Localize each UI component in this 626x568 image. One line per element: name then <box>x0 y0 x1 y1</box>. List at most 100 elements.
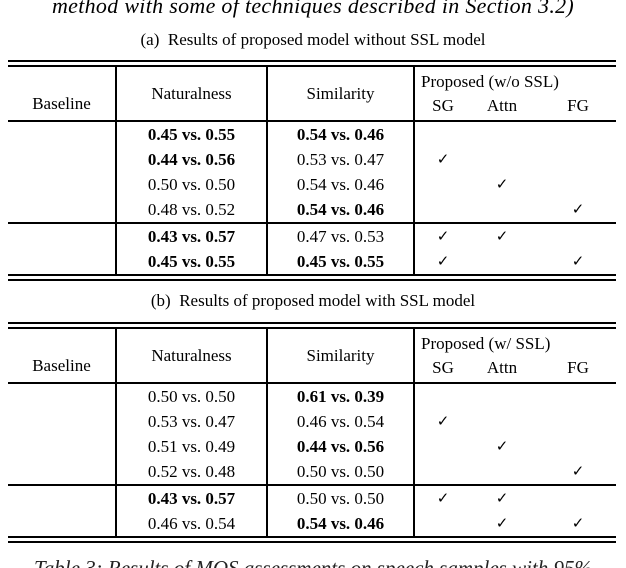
check-cell-sg: ✓ <box>436 227 450 245</box>
similarity-cell: 0.54 vs. 0.46 <box>266 122 413 147</box>
check-cell-sg <box>421 197 465 222</box>
naturalness-cell: 0.53 vs. 0.47 <box>115 409 266 434</box>
check-cell-fg <box>539 434 616 459</box>
table-row: 0.45 vs. 0.55 0.54 vs. 0.46 <box>8 122 616 147</box>
col-header-baseline: Baseline <box>32 94 91 113</box>
baseline-cell <box>8 249 115 274</box>
baseline-cell <box>8 434 115 459</box>
table-b-header-row: Baseline Naturalness Similarity Proposed… <box>8 329 616 382</box>
naturalness-cell: 0.46 vs. 0.54 <box>115 511 266 536</box>
config-cells: ✓ <box>413 197 616 222</box>
col-header-naturalness: Naturalness <box>115 67 266 120</box>
check-cell-fg: ✓ <box>571 514 585 532</box>
naturalness-cell: 0.50 vs. 0.50 <box>115 384 266 409</box>
naturalness-cell: 0.43 vs. 0.57 <box>115 224 266 249</box>
check-cell-sg: ✓ <box>436 489 450 507</box>
check-cell-fg <box>539 224 616 249</box>
check-cell-sg <box>421 459 465 484</box>
table-a-header-rule <box>8 120 616 122</box>
check-cell-fg <box>539 147 616 172</box>
table-row: 0.43 vs. 0.57 0.47 vs. 0.53 ✓ ✓ <box>8 224 616 249</box>
paper-body-text-fragment: method with some of techniques described… <box>51 0 575 18</box>
similarity-cell: 0.54 vs. 0.46 <box>266 511 413 536</box>
check-cell-sg <box>421 434 465 459</box>
col-header-naturalness: Naturalness <box>115 329 266 382</box>
subcol-sg: SG <box>432 357 454 377</box>
naturalness-cell: 0.52 vs. 0.48 <box>115 459 266 484</box>
similarity-cell: 0.46 vs. 0.54 <box>266 409 413 434</box>
baseline-cell <box>8 409 115 434</box>
check-cell-attn <box>465 147 539 172</box>
check-cell-sg <box>421 172 465 197</box>
table-row: 0.46 vs. 0.54 0.54 vs. 0.46 ✓ ✓ <box>8 511 616 536</box>
check-cell-sg <box>421 511 465 536</box>
table-a-group-rule <box>8 222 616 224</box>
naturalness-cell: 0.50 vs. 0.50 <box>115 172 266 197</box>
subcol-attn: Attn <box>486 95 518 115</box>
table-row: 0.51 vs. 0.49 0.44 vs. 0.56 ✓ <box>8 434 616 459</box>
col-header-similarity: Similarity <box>266 329 413 382</box>
table-row: 0.50 vs. 0.50 0.54 vs. 0.46 ✓ <box>8 172 616 197</box>
check-cell-fg: ✓ <box>571 252 585 270</box>
config-cells: ✓ <box>413 409 616 434</box>
naturalness-cell: 0.48 vs. 0.52 <box>115 197 266 222</box>
check-cell-sg: ✓ <box>436 412 450 430</box>
similarity-cell: 0.54 vs. 0.46 <box>266 172 413 197</box>
baseline-cell <box>8 122 115 147</box>
check-cell-fg: ✓ <box>571 462 585 480</box>
proposed-subheaders: SG Attn FG <box>421 94 616 118</box>
baseline-cell <box>8 384 115 409</box>
proposed-group-label: Proposed (w/o SSL) <box>421 71 559 91</box>
baseline-cell <box>8 147 115 172</box>
subcol-fg: FG <box>567 357 589 377</box>
config-cells: ✓ ✓ <box>413 511 616 536</box>
config-cells <box>413 384 616 409</box>
similarity-cell: 0.50 vs. 0.50 <box>266 486 413 511</box>
table-row: 0.45 vs. 0.55 0.45 vs. 0.55 ✓ ✓ <box>8 249 616 274</box>
config-cells: ✓ ✓ <box>413 249 616 274</box>
check-cell-attn <box>465 249 539 274</box>
check-cell-attn <box>465 197 539 222</box>
check-cell-fg <box>539 172 616 197</box>
naturalness-cell: 0.43 vs. 0.57 <box>115 486 266 511</box>
table-a-bottom-rule <box>8 274 616 281</box>
check-cell-attn <box>465 409 539 434</box>
table-row: 0.50 vs. 0.50 0.61 vs. 0.39 <box>8 384 616 409</box>
config-cells: ✓ <box>413 147 616 172</box>
similarity-cell: 0.54 vs. 0.46 <box>266 197 413 222</box>
table-b-caption: (b) Results of proposed model with SSL m… <box>150 291 476 310</box>
col-header-baseline: Baseline <box>32 356 91 375</box>
similarity-cell: 0.44 vs. 0.56 <box>266 434 413 459</box>
baseline-cell <box>8 511 115 536</box>
baseline-cell <box>8 486 115 511</box>
baseline-cell <box>8 459 115 484</box>
proposed-subheaders: SG Attn FG <box>421 356 616 380</box>
col-header-proposed: Proposed (w/ SSL) SG Attn FG <box>413 329 616 382</box>
table-row: 0.53 vs. 0.47 0.46 vs. 0.54 ✓ <box>8 409 616 434</box>
naturalness-cell: 0.45 vs. 0.55 <box>115 122 266 147</box>
check-cell-fg <box>539 486 616 511</box>
check-cell-sg: ✓ <box>436 150 450 168</box>
similarity-cell: 0.53 vs. 0.47 <box>266 147 413 172</box>
subcol-sg: SG <box>432 95 454 115</box>
naturalness-cell: 0.45 vs. 0.55 <box>115 249 266 274</box>
proposed-group-label: Proposed (w/ SSL) <box>421 333 551 353</box>
baseline-cell <box>8 224 115 249</box>
config-cells: ✓ ✓ <box>413 224 616 249</box>
table-b-top-rule <box>8 322 616 329</box>
config-cells: ✓ <box>413 434 616 459</box>
table-a-caption: (a) Results of proposed model without SS… <box>140 30 486 49</box>
check-cell-sg: ✓ <box>436 252 450 270</box>
similarity-cell: 0.45 vs. 0.55 <box>266 249 413 274</box>
config-cells: ✓ <box>413 172 616 197</box>
subcol-attn: Attn <box>486 357 518 377</box>
config-cells: ✓ ✓ <box>413 486 616 511</box>
check-cell-fg: ✓ <box>571 200 585 218</box>
check-cell-attn: ✓ <box>495 175 509 193</box>
baseline-cell <box>8 172 115 197</box>
table-3-caption-clipped: Table 3: Results of MOS assessments on s… <box>33 556 593 568</box>
config-cells: ✓ <box>413 459 616 484</box>
table-b-group-rule <box>8 484 616 486</box>
similarity-cell: 0.61 vs. 0.39 <box>266 384 413 409</box>
